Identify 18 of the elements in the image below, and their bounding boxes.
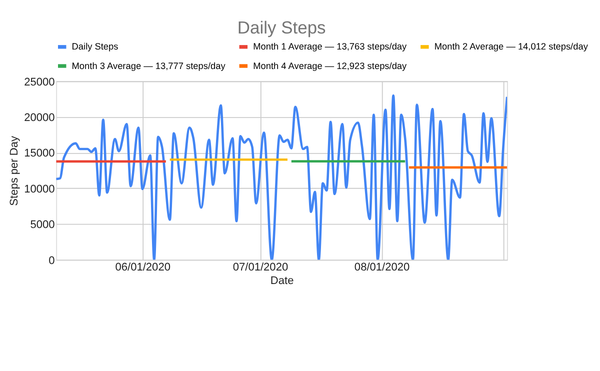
y-tick-label: 20000 [24, 112, 55, 124]
x-tick-label: 07/01/2020 [232, 261, 288, 274]
y-axis-title: Steps per Day [8, 135, 21, 206]
chart-title: Daily Steps [237, 17, 326, 38]
line-series [56, 94, 508, 260]
y-tick-label: 10000 [24, 183, 55, 196]
legend-label: Daily Steps [72, 42, 119, 52]
y-tick-label: 15000 [24, 148, 55, 160]
legend-label: Month 3 Average — 13,777 steps/day [72, 60, 226, 71]
x-tick-label: 08/01/2020 [354, 261, 410, 274]
legend-label: Month 4 Average — 12,923 steps/day [253, 60, 408, 71]
y-tick-label: 25000 [24, 76, 55, 88]
x-tick-label: 06/01/2020 [115, 261, 170, 274]
y-tick-label: 0 [48, 254, 55, 267]
legend-label: Month 2 Average — 14,012 steps/day [434, 42, 588, 52]
legend-label: Month 1 Average — 13,763 steps/day [253, 42, 408, 52]
y-tick-label: 5000 [30, 219, 55, 232]
x-axis-title: Date [270, 275, 294, 288]
